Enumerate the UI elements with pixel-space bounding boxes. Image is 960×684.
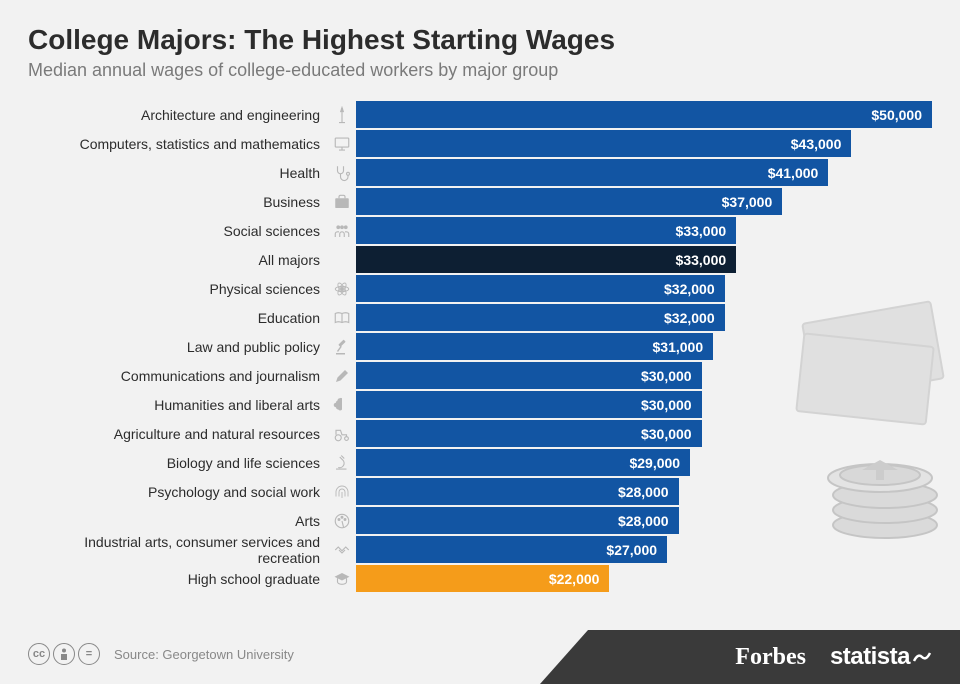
bar-row: Architecture and engineering $50,000 bbox=[28, 101, 932, 128]
cc-nd-icon: = bbox=[78, 643, 100, 665]
bar-row: Psychology and social work $28,000 bbox=[28, 478, 932, 505]
bar: $32,000 bbox=[356, 275, 725, 302]
bar-value: $43,000 bbox=[791, 136, 842, 152]
fingerprint-icon bbox=[328, 483, 356, 501]
bar-label: Social sciences bbox=[224, 223, 321, 239]
handshake-icon bbox=[328, 541, 356, 559]
people-icon bbox=[328, 222, 356, 240]
bar-row: Agriculture and natural resources $30,000 bbox=[28, 420, 932, 447]
bar-row: High school graduate $22,000 bbox=[28, 565, 932, 592]
bar: $41,000 bbox=[356, 159, 828, 186]
bar-label: Computers, statistics and mathematics bbox=[80, 136, 320, 152]
bar-value: $33,000 bbox=[676, 223, 727, 239]
bar-label: Physical sciences bbox=[210, 281, 321, 297]
bar-value: $29,000 bbox=[629, 455, 680, 471]
gavel-icon bbox=[328, 338, 356, 356]
bar-label: Business bbox=[263, 194, 320, 210]
footer-brands: Forbes statista bbox=[540, 630, 960, 684]
bar-row: Communications and journalism $30,000 bbox=[28, 362, 932, 389]
bar-value: $50,000 bbox=[871, 107, 922, 123]
bar-value: $32,000 bbox=[664, 281, 715, 297]
compass-icon bbox=[328, 106, 356, 124]
bar-row: Computers, statistics and mathematics $43… bbox=[28, 130, 932, 157]
bar-chart: Architecture and engineering $50,000 Compu… bbox=[28, 101, 932, 592]
bar-value: $30,000 bbox=[641, 368, 692, 384]
bar: $30,000 bbox=[356, 362, 702, 389]
bar: $22,000 bbox=[356, 565, 609, 592]
bar-label: Agriculture and natural resources bbox=[114, 426, 320, 442]
atom-icon bbox=[328, 280, 356, 298]
bar-row: Arts $28,000 bbox=[28, 507, 932, 534]
forbes-logo: Forbes bbox=[735, 644, 806, 671]
bar: $30,000 bbox=[356, 420, 702, 447]
bar-value: $31,000 bbox=[653, 339, 704, 355]
bar-value: $32,000 bbox=[664, 310, 715, 326]
source-text: Source: Georgetown University bbox=[114, 647, 294, 662]
bar-value: $28,000 bbox=[618, 513, 669, 529]
bar: $31,000 bbox=[356, 333, 713, 360]
bar-value: $28,000 bbox=[618, 484, 669, 500]
bar-value: $30,000 bbox=[641, 397, 692, 413]
bar-row: Industrial arts, consumer services and r… bbox=[28, 536, 932, 563]
bar: $43,000 bbox=[356, 130, 851, 157]
bar: $33,000 bbox=[356, 217, 736, 244]
bar-row: Health $41,000 bbox=[28, 159, 932, 186]
monitor-icon bbox=[328, 135, 356, 153]
bar-label: All majors bbox=[259, 252, 320, 268]
microscope-icon bbox=[328, 454, 356, 472]
book-icon bbox=[328, 309, 356, 327]
bar-row: Humanities and liberal arts $30,000 bbox=[28, 391, 932, 418]
bar-label: Arts bbox=[295, 513, 320, 529]
bar-label: Education bbox=[258, 310, 320, 326]
bar-value: $30,000 bbox=[641, 426, 692, 442]
stethoscope-icon bbox=[328, 164, 356, 182]
bar: $27,000 bbox=[356, 536, 667, 563]
bar-label: Communications and journalism bbox=[121, 368, 320, 384]
bar-value: $37,000 bbox=[722, 194, 773, 210]
bar-row: All majors $33,000 bbox=[28, 246, 932, 273]
bar-label: High school graduate bbox=[188, 571, 320, 587]
statista-logo: statista bbox=[830, 643, 932, 671]
bar-label: Law and public policy bbox=[187, 339, 320, 355]
bar: $30,000 bbox=[356, 391, 702, 418]
bar-row: Biology and life sciences $29,000 bbox=[28, 449, 932, 476]
briefcase-icon bbox=[328, 193, 356, 211]
palette-icon bbox=[328, 512, 356, 530]
cc-license-icons: cc = bbox=[28, 643, 100, 665]
cc-icon: cc bbox=[28, 643, 50, 665]
bar-value: $33,000 bbox=[676, 252, 727, 268]
bar-row: Physical sciences $32,000 bbox=[28, 275, 932, 302]
bar: $33,000 bbox=[356, 246, 736, 273]
bar-value: $27,000 bbox=[606, 542, 657, 558]
bar-row: Law and public policy $31,000 bbox=[28, 333, 932, 360]
bar: $32,000 bbox=[356, 304, 725, 331]
bar-label: Biology and life sciences bbox=[167, 455, 320, 471]
brain-icon bbox=[328, 396, 356, 414]
bar: $28,000 bbox=[356, 478, 679, 505]
bar-label: Humanities and liberal arts bbox=[154, 397, 320, 413]
bar: $29,000 bbox=[356, 449, 690, 476]
footer: cc = Source: Georgetown University Forbe… bbox=[0, 624, 960, 684]
pen-icon bbox=[328, 367, 356, 385]
bar-row: Business $37,000 bbox=[28, 188, 932, 215]
bar-value: $41,000 bbox=[768, 165, 819, 181]
bar-label: Industrial arts, consumer services and r… bbox=[28, 534, 320, 566]
bar: $50,000 bbox=[356, 101, 932, 128]
bar-label: Psychology and social work bbox=[148, 484, 320, 500]
cc-by-icon bbox=[53, 643, 75, 665]
chart-subtitle: Median annual wages of college-educated … bbox=[28, 60, 932, 81]
bar-label: Health bbox=[280, 165, 320, 181]
gradcap-icon bbox=[328, 570, 356, 588]
bar-label: Architecture and engineering bbox=[141, 107, 320, 123]
bar: $37,000 bbox=[356, 188, 782, 215]
bar-row: Social sciences $33,000 bbox=[28, 217, 932, 244]
bar-value: $22,000 bbox=[549, 571, 600, 587]
chart-title: College Majors: The Highest Starting Wag… bbox=[28, 24, 932, 56]
bar-row: Education $32,000 bbox=[28, 304, 932, 331]
bar: $28,000 bbox=[356, 507, 679, 534]
tractor-icon bbox=[328, 425, 356, 443]
